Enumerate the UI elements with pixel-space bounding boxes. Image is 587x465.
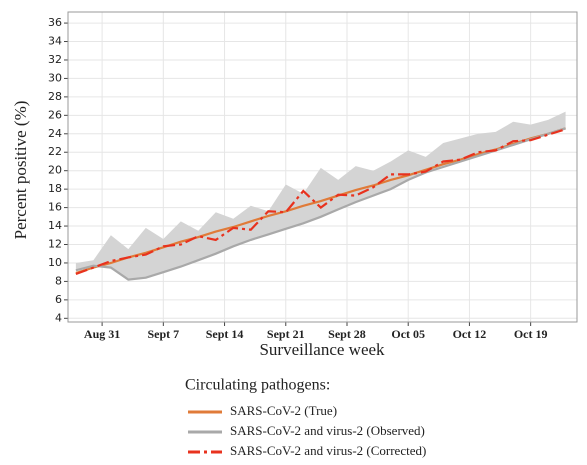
line <box>75 127 566 281</box>
x-tick-label: Oct 05 <box>391 327 425 341</box>
y-tick-label: 14 <box>48 219 62 232</box>
y-axis-title: Percent positive (%) <box>11 101 30 240</box>
x-tick-label: Sept 14 <box>206 327 244 341</box>
y-tick-label: 4 <box>55 311 62 324</box>
x-tick-label: Aug 31 <box>84 327 120 341</box>
legend-label: SARS-CoV-2 and virus-2 (Observed) <box>230 423 425 438</box>
y-tick-label: 34 <box>48 35 62 48</box>
y-tick-label: 10 <box>48 256 62 269</box>
legend-label: SARS-CoV-2 (True) <box>230 403 337 418</box>
x-tick-label: Sept 7 <box>147 327 179 341</box>
y-tick-label: 30 <box>48 71 62 84</box>
x-tick-label: Oct 19 <box>514 327 548 341</box>
x-axis-title: Surveillance week <box>259 340 385 359</box>
y-tick-label: 36 <box>48 16 62 29</box>
legend-label: SARS-CoV-2 and virus-2 (Corrected) <box>230 443 426 458</box>
y-tick-label: 8 <box>55 274 62 287</box>
y-tick-label: 18 <box>48 182 62 195</box>
y-tick-label: 26 <box>48 108 62 121</box>
legend-title: Circulating pathogens: <box>185 377 330 394</box>
y-tick-label: 12 <box>48 238 62 251</box>
y-tick-label: 28 <box>48 90 62 103</box>
y-tick-label: 22 <box>48 145 62 158</box>
panel-border <box>67 11 578 323</box>
y-tick-label: 32 <box>48 53 62 66</box>
y-tick-label: 20 <box>48 164 62 177</box>
line <box>75 128 566 276</box>
x-tick-label: Oct 12 <box>453 327 487 341</box>
y-tick-label: 6 <box>55 293 62 306</box>
x-tick-label: Sept 21 <box>267 327 305 341</box>
x-tick-label: Sept 28 <box>328 327 366 341</box>
y-tick-label: 16 <box>48 201 62 214</box>
y-tick-label: 24 <box>48 127 62 140</box>
